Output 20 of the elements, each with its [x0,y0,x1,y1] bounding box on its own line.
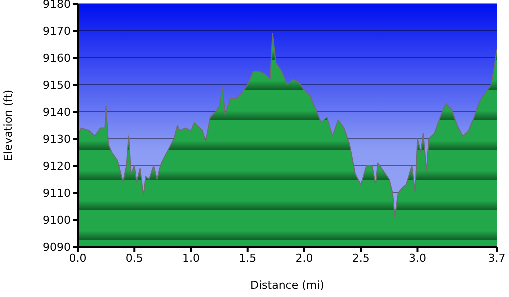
y-tick-label: 9150 [43,78,71,92]
x-tick-label: 2.5 [352,252,370,265]
x-tick-label: 3.0 [408,252,426,265]
y-tick-label: 9090 [43,240,71,254]
y-tick-label: 9170 [43,24,71,38]
y-tick-label: 9160 [43,52,71,65]
x-axis-title: Distance (mi) [250,279,324,292]
y-tick-label: 9100 [43,214,71,227]
y-tick-label: 9140 [43,106,71,119]
y-axis-title: Elevation (ft) [2,90,15,162]
x-tick-label: 0.0 [69,252,87,265]
x-tick-label: 0.5 [126,252,144,265]
x-tick-label: 1.5 [239,252,257,265]
x-tick-label: 2.0 [296,252,314,265]
x-tick-label: 3.7 [488,252,506,265]
y-tick-label: 9120 [43,160,71,173]
y-tick-label: 9180 [43,0,71,11]
y-tick-label: 9130 [43,132,71,146]
x-tick-label: 1.0 [182,252,200,265]
y-tick-label: 9110 [43,186,71,200]
